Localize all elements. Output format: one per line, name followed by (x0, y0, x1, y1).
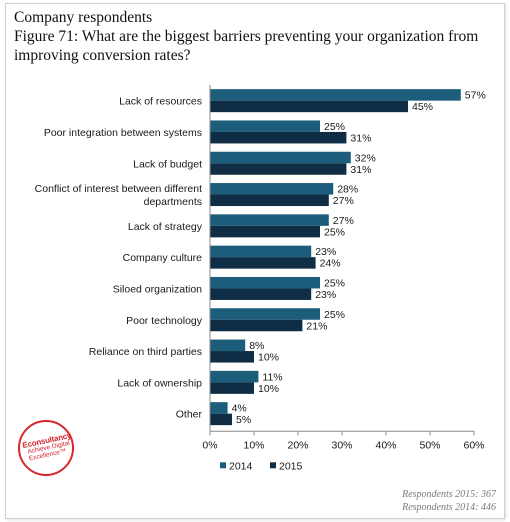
bar-2015 (210, 413, 232, 426)
category-label: Company culture (123, 252, 203, 264)
bar-2015 (210, 288, 312, 300)
figure-title-line-2: improving conversion rates? (14, 47, 191, 64)
category-label: Lack of strategy (128, 221, 203, 233)
data-label-2014: 28% (337, 184, 358, 196)
data-label-2014: 23% (315, 246, 336, 258)
legend-swatch-2014 (220, 462, 226, 469)
bar-2015 (210, 382, 254, 394)
bar-2014 (210, 402, 228, 414)
x-tick-label: 20% (287, 439, 308, 451)
bar-2014 (210, 214, 329, 226)
data-label-2014: 25% (324, 277, 345, 289)
data-label-2015: 45% (412, 101, 433, 113)
category-label: Siloed organization (113, 283, 202, 295)
bar-2015 (210, 100, 408, 113)
data-label-2015: 5% (236, 414, 251, 426)
x-tick-label: 30% (331, 439, 352, 451)
bar-2014 (210, 308, 320, 320)
bar-2015 (210, 131, 347, 144)
bar-2014 (210, 370, 259, 383)
category-label: Other (176, 409, 203, 421)
data-label-2014: 4% (232, 403, 247, 415)
x-tick-label: 10% (243, 439, 264, 451)
category-label: Lack of resources (119, 96, 202, 108)
data-label-2015: 31% (350, 164, 371, 176)
x-tick-label: 60% (463, 439, 484, 451)
legend-label-2015: 2015 (279, 460, 303, 472)
category-label: Conflict of interest between different (35, 183, 202, 195)
data-label-2015: 25% (324, 226, 345, 238)
data-label-2014: 25% (324, 309, 345, 321)
category-label: Poor integration between systems (44, 127, 202, 139)
bar-2015 (210, 351, 254, 363)
bar-2014 (210, 89, 461, 101)
section-title: Company respondents (14, 9, 153, 26)
x-tick-label: 40% (375, 439, 396, 451)
data-label-2014: 11% (262, 371, 282, 383)
bar-2014 (210, 120, 320, 132)
figure-header: Company respondents Figure 71: What are … (14, 8, 484, 65)
bar-2015 (210, 257, 316, 269)
bar-2015 (210, 194, 329, 207)
category-label: departments (144, 196, 202, 208)
bar-2014 (210, 245, 312, 258)
x-tick-label: 0% (202, 439, 217, 451)
category-label: Lack of budget (133, 158, 202, 170)
data-label-2015: 31% (350, 132, 371, 144)
data-label-2014: 8% (249, 340, 264, 352)
data-label-2014: 57% (465, 90, 486, 102)
category-label: Poor technology (126, 315, 203, 327)
data-label-2015: 24% (320, 258, 341, 270)
bar-2015 (210, 225, 320, 238)
bar-2015 (210, 163, 347, 175)
figure-title-line-1: Figure 71: What are the biggest barriers… (14, 28, 479, 45)
legend-label-2014: 2014 (229, 460, 253, 472)
data-label-2015: 21% (306, 320, 327, 332)
data-label-2014: 27% (333, 215, 354, 227)
data-label-2015: 27% (333, 195, 354, 207)
legend-swatch-2015 (270, 462, 276, 469)
data-label-2015: 10% (258, 383, 279, 395)
data-label-2014: 32% (355, 152, 376, 164)
bar-2015 (210, 319, 303, 332)
respondents-2015: Respondents 2015: 367 (402, 489, 496, 500)
econsultancy-logo: Econsultancy Achieve Digital Excellence™ (18, 420, 74, 476)
x-tick-label: 50% (419, 439, 440, 451)
bar-2014 (210, 151, 351, 164)
respondents-2014: Respondents 2014: 446 (402, 502, 496, 513)
data-label-2015: 10% (258, 352, 279, 364)
bar-2014 (210, 183, 334, 195)
bar-2014 (210, 276, 320, 289)
bar-2014 (210, 339, 246, 352)
category-label: Reliance on third parties (89, 346, 202, 358)
category-label: Lack of ownership (117, 377, 202, 389)
data-label-2014: 25% (324, 121, 345, 133)
data-label-2015: 23% (315, 289, 336, 301)
